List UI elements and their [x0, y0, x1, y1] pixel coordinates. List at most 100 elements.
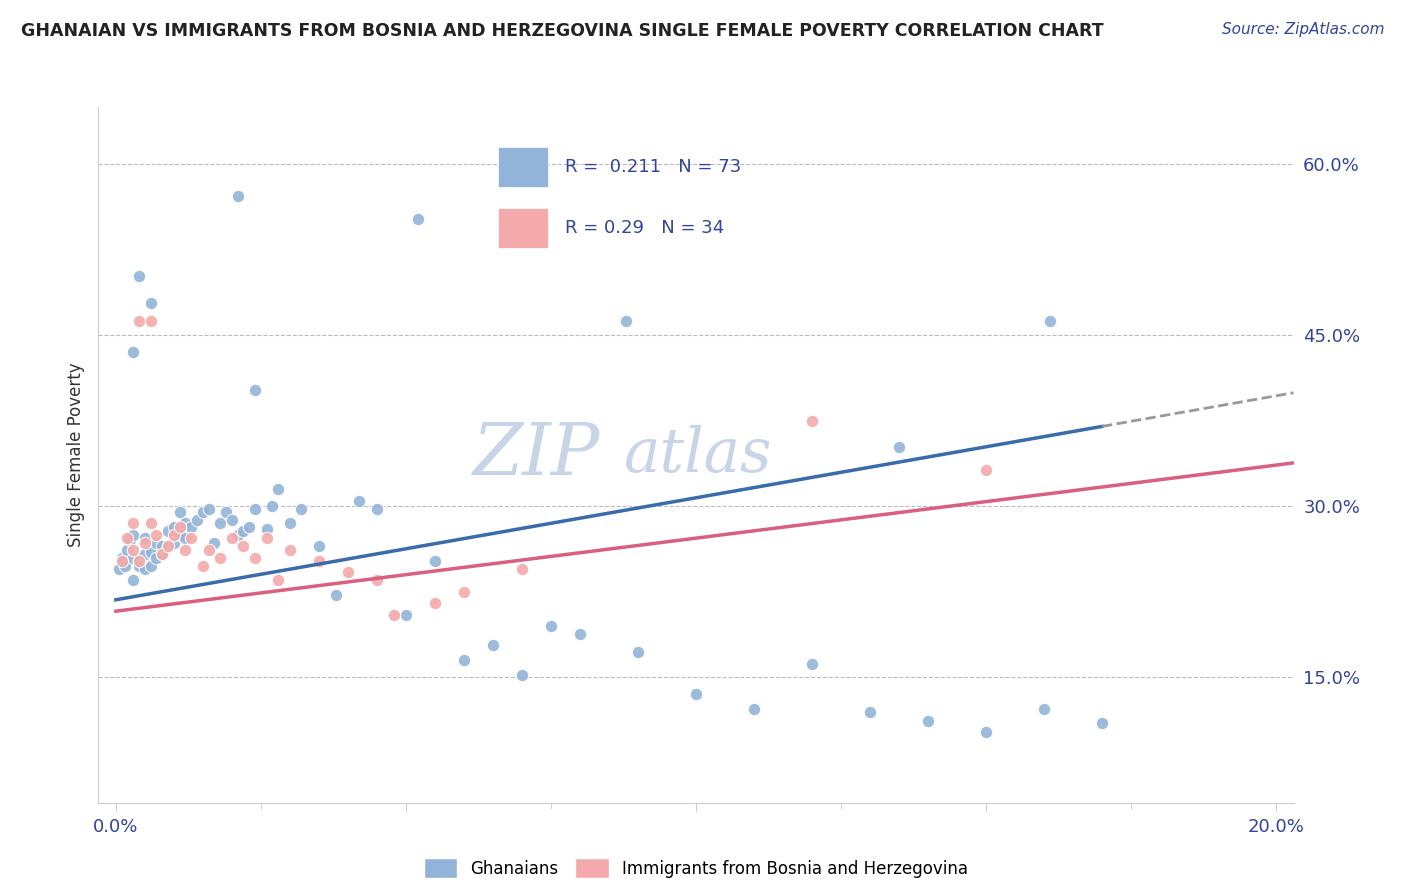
Point — [174, 542, 197, 557]
Point — [150, 547, 173, 561]
Point — [1039, 314, 1062, 328]
Point — [174, 516, 197, 531]
Point — [627, 645, 650, 659]
Point — [169, 505, 191, 519]
Point — [180, 531, 202, 545]
Point — [290, 501, 312, 516]
Text: GHANAIAN VS IMMIGRANTS FROM BOSNIA AND HERZEGOVINA SINGLE FEMALE POVERTY CORRELA: GHANAIAN VS IMMIGRANTS FROM BOSNIA AND H… — [21, 22, 1104, 40]
Point — [139, 296, 162, 310]
Point — [232, 524, 254, 539]
Point — [117, 531, 139, 545]
Point — [801, 657, 824, 671]
Point — [174, 531, 197, 545]
Point — [191, 558, 214, 573]
Text: ZIP: ZIP — [472, 419, 600, 491]
Point — [540, 619, 562, 633]
Point — [107, 562, 129, 576]
Point — [114, 558, 136, 573]
Point — [325, 588, 347, 602]
Point — [122, 574, 145, 588]
Text: atlas: atlas — [624, 425, 773, 485]
Point — [139, 314, 162, 328]
Point — [186, 513, 208, 527]
Point — [221, 531, 243, 545]
Point — [122, 345, 145, 359]
Point — [685, 688, 707, 702]
Point — [117, 542, 139, 557]
Point — [139, 558, 162, 573]
Point — [111, 554, 134, 568]
Point — [859, 705, 882, 719]
Point — [423, 596, 446, 610]
Point — [243, 501, 266, 516]
Point — [262, 500, 284, 514]
Point — [128, 268, 150, 283]
Point — [423, 554, 446, 568]
Point — [145, 550, 167, 565]
Point — [406, 211, 429, 226]
Point — [169, 528, 191, 542]
Point — [134, 562, 156, 576]
Point — [232, 539, 254, 553]
Point — [122, 516, 145, 531]
Point — [482, 639, 505, 653]
Point — [157, 539, 180, 553]
Point — [256, 522, 278, 536]
Point — [169, 520, 191, 534]
Point — [349, 493, 371, 508]
Point — [382, 607, 405, 622]
Point — [122, 528, 145, 542]
Point — [157, 524, 180, 539]
Point — [742, 702, 765, 716]
Point — [197, 542, 219, 557]
Point — [366, 501, 388, 516]
Point — [215, 505, 238, 519]
Point — [180, 520, 202, 534]
Text: Source: ZipAtlas.com: Source: ZipAtlas.com — [1222, 22, 1385, 37]
Point — [163, 520, 186, 534]
Point — [238, 520, 260, 534]
Point — [111, 550, 134, 565]
Point — [134, 535, 156, 549]
Point — [395, 607, 418, 622]
Point — [336, 566, 359, 580]
Point — [243, 383, 266, 397]
Point — [157, 539, 180, 553]
Point — [128, 554, 150, 568]
Point — [163, 528, 186, 542]
Point — [221, 513, 243, 527]
Point — [209, 516, 232, 531]
Point — [243, 550, 266, 565]
Point — [267, 574, 290, 588]
Point — [308, 539, 330, 553]
Point — [453, 584, 475, 599]
Point — [453, 653, 475, 667]
Point — [150, 547, 173, 561]
Point — [128, 314, 150, 328]
Point — [510, 668, 533, 682]
Point — [128, 558, 150, 573]
Point — [122, 550, 145, 565]
Point — [917, 714, 939, 728]
Point — [134, 547, 156, 561]
Point — [974, 463, 997, 477]
Point — [163, 535, 186, 549]
Point — [226, 528, 249, 542]
Point — [197, 501, 219, 516]
Point — [366, 574, 388, 588]
Point — [1091, 715, 1114, 730]
Legend: Ghanaians, Immigrants from Bosnia and Herzegovina: Ghanaians, Immigrants from Bosnia and He… — [418, 851, 974, 885]
Point — [510, 562, 533, 576]
Point — [308, 554, 330, 568]
Point — [614, 314, 637, 328]
Point — [120, 533, 142, 548]
Point — [122, 542, 145, 557]
Point — [801, 414, 824, 428]
Point — [139, 516, 162, 531]
Point — [887, 440, 910, 454]
Y-axis label: Single Female Poverty: Single Female Poverty — [66, 363, 84, 547]
Point — [278, 542, 301, 557]
Point — [1033, 702, 1056, 716]
Point — [267, 482, 290, 496]
Point — [139, 545, 162, 559]
